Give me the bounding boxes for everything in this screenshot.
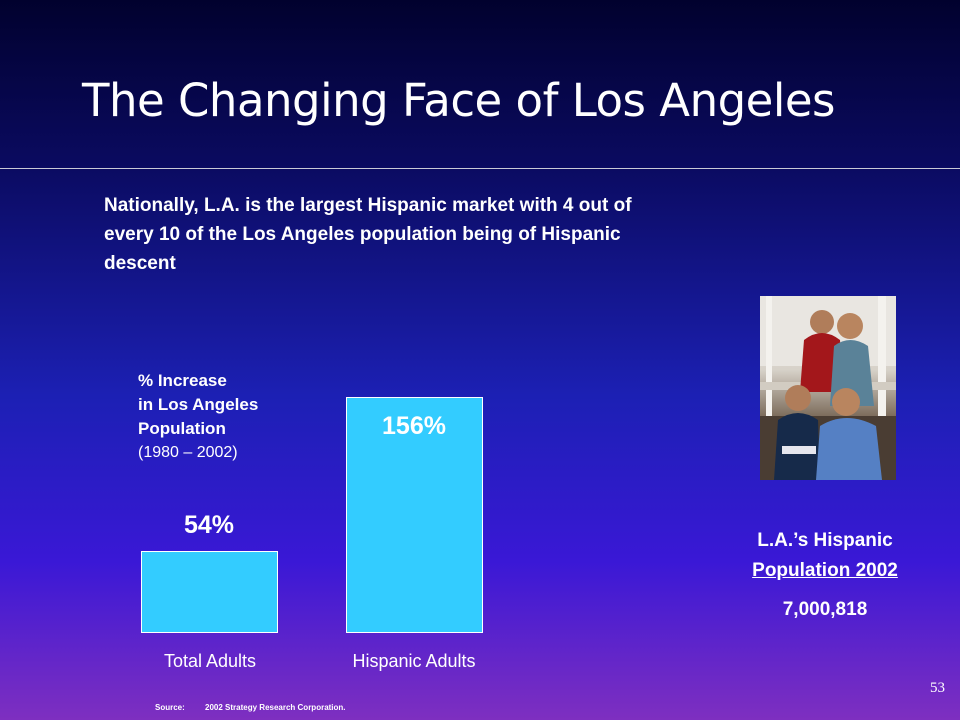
chart-title-line: Population (138, 419, 226, 438)
slide-title: The Changing Face of Los Angeles (82, 74, 835, 127)
hispanic-population-subtitle: Population 2002 (752, 560, 898, 581)
source-label: Source: (155, 703, 185, 712)
chart-title-line: % Increase (138, 371, 227, 390)
bar-value-label: 54% (183, 511, 235, 539)
bar-total-adults (141, 551, 278, 633)
family-photo-icon (760, 296, 896, 480)
chart-title-line: in Los Angeles (138, 395, 259, 414)
page-number: 53 (930, 680, 945, 696)
category-label: Total Adults (163, 651, 257, 671)
bar-hispanic-adults (346, 397, 483, 633)
chart-title: % Increase in Los Angeles Population (19… (138, 369, 258, 465)
bar-value-label: 156% (382, 412, 446, 440)
hispanic-population-value: 7,000,818 (782, 599, 868, 620)
category-label: Hispanic Adults (352, 651, 476, 671)
title-divider (0, 168, 960, 169)
chart-subtitle: (1980 – 2002) (138, 444, 238, 461)
hispanic-population-title: L.A.’s Hispanic (757, 530, 893, 551)
source-note: Source: 2002 Strategy Research Corporati… (155, 703, 346, 712)
hispanic-population-heading: L.A.’s Hispanic Population 2002 (700, 526, 950, 586)
source-name: 2002 Strategy Research Corporation. (205, 703, 346, 712)
intro-text: Nationally, L.A. is the largest Hispanic… (104, 195, 632, 274)
